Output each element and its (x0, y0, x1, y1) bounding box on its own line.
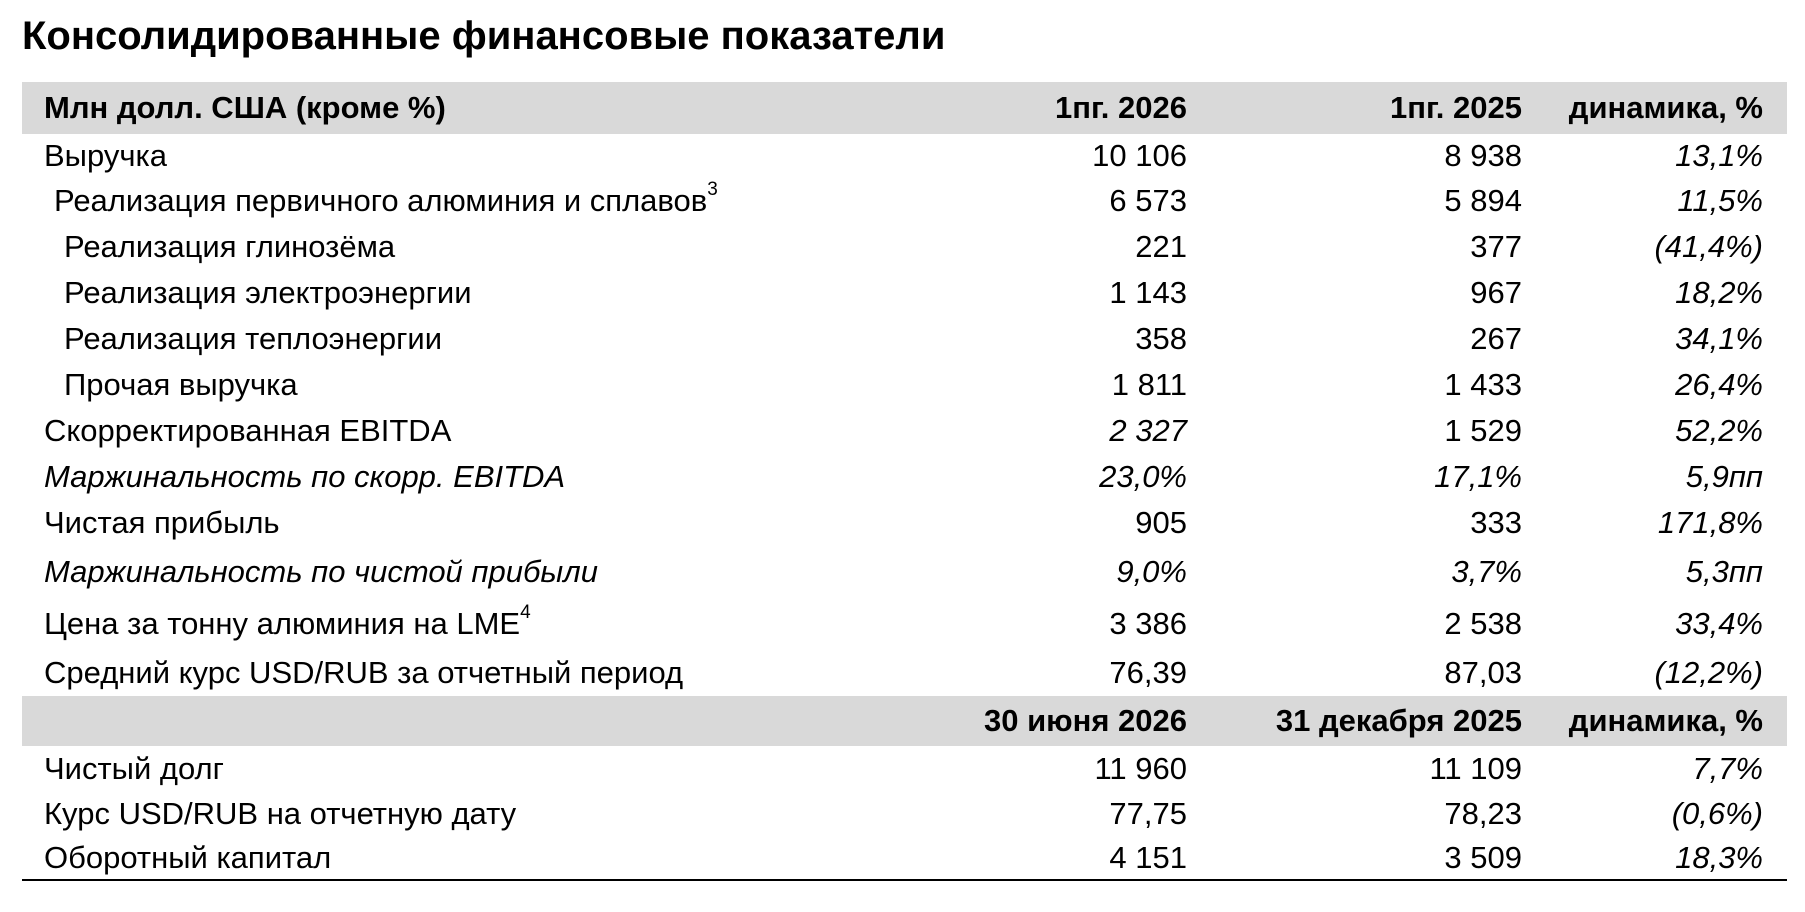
row-label: Реализация электроэнергии (64, 275, 472, 310)
row-change: 33,4% (1675, 606, 1763, 641)
row-change: 13,1% (1675, 138, 1763, 173)
row-change: (12,2%) (1654, 655, 1763, 690)
row-label: Маржинальность по чистой прибыли (44, 554, 598, 589)
table-row-revenue: Выручка 10 106 8 938 13,1% (22, 134, 1787, 178)
row-value-previous: 17,1% (1434, 459, 1522, 494)
row-change: 34,1% (1675, 321, 1763, 356)
header-label: Млн долл. США (кроме %) (44, 90, 446, 125)
table-row-other-revenue: Прочая выручка 1 811 1 433 26,4% (22, 362, 1787, 408)
table-row-fx-rate-reporting-date: Курс USD/RUB на отчетную дату 77,75 78,2… (22, 792, 1787, 836)
row-value-previous: 3 509 (1197, 836, 1522, 881)
header-period-current: 1пг. 2026 (1055, 90, 1187, 125)
row-change: (41,4%) (1654, 229, 1763, 264)
row-value-current: 76,39 (1109, 655, 1187, 690)
row-change: 26,4% (1675, 367, 1763, 402)
table-row-net-debt: Чистый долг 11 960 11 109 7,7% (22, 746, 1787, 792)
row-label-text: Реализация первичного алюминия и сплавов (54, 183, 708, 218)
table-row-working-capital: Оборотный капитал 4 151 3 509 18,3% (22, 836, 1787, 881)
table-header-row: Млн долл. США (кроме %) 1пг. 2026 1пг. 2… (22, 82, 1787, 134)
row-value-current: 9,0% (1116, 554, 1187, 589)
row-label: Маржинальность по скорр. EBITDA (44, 459, 566, 494)
row-value-current: 2 327 (1109, 413, 1187, 448)
table-row-ebitda-margin: Маржинальность по скорр. EBITDA 23,0% 17… (22, 454, 1787, 500)
row-label: Средний курс USD/RUB за отчетный период (44, 655, 684, 690)
row-value-previous: 3,7% (1451, 554, 1522, 589)
row-value-previous: 267 (1470, 321, 1522, 356)
row-label: Реализация глинозёма (64, 229, 396, 264)
row-label: Чистый долг (44, 751, 224, 786)
row-value-previous: 78,23 (1444, 796, 1522, 831)
row-label: Выручка (44, 138, 167, 173)
document-title: Консолидированные финансовые показатели (22, 14, 946, 58)
footnote-marker: 3 (707, 179, 718, 200)
row-change: 5,9пп (1685, 459, 1763, 494)
footnote-marker: 4 (520, 602, 531, 623)
row-label-text: Цена за тонну алюминия на LME (44, 606, 521, 641)
row-value-current: 3 386 (1109, 606, 1187, 641)
row-value-previous: 333 (1470, 505, 1522, 540)
row-change: 171,8% (1657, 505, 1763, 540)
row-change: 7,7% (1692, 751, 1763, 786)
table-row-net-margin: Маржинальность по чистой прибыли 9,0% 3,… (22, 546, 1787, 598)
table-row-aluminium-sales: Реализация первичного алюминия и сплавов… (22, 178, 1787, 224)
row-value-current: 358 (1135, 321, 1187, 356)
row-label: Прочая выручка (64, 367, 298, 402)
row-value-previous: 11 109 (1429, 751, 1522, 786)
table-row-adjusted-ebitda: Скорректированная EBITDA 2 327 1 529 52,… (22, 408, 1787, 454)
row-value-previous: 1 529 (1444, 413, 1522, 448)
row-value-previous: 87,03 (1444, 655, 1522, 690)
row-label: Оборотный капитал (22, 836, 857, 881)
row-value-current: 6 573 (1109, 183, 1187, 218)
table-row-electricity-sales: Реализация электроэнергии 1 143 967 18,2… (22, 270, 1787, 316)
row-value-current: 77,75 (1109, 796, 1187, 831)
row-value-current: 905 (1135, 505, 1187, 540)
header-change: динамика, % (1568, 90, 1763, 125)
row-change: 11,5% (1677, 183, 1763, 218)
row-value-previous: 967 (1470, 275, 1522, 310)
row-value-previous: 5 894 (1444, 183, 1522, 218)
row-value-current: 1 143 (1109, 275, 1187, 310)
row-change: (0,6%) (1671, 796, 1763, 831)
table-header-row-balance: 30 июня 2026 31 декабря 2025 динамика, % (22, 696, 1787, 746)
row-value-current: 1 811 (1111, 367, 1187, 402)
row-value-current: 23,0% (1099, 459, 1187, 494)
row-label: Реализация первичного алюминия и сплавов… (22, 178, 857, 224)
table-row-net-income: Чистая прибыль 905 333 171,8% (22, 500, 1787, 546)
row-label: Чистая прибыль (44, 505, 280, 540)
row-value-previous: 2 538 (1444, 606, 1522, 641)
table-row-lme-price: Цена за тонну алюминия на LME4 3 386 2 5… (22, 598, 1787, 650)
row-value-current: 221 (1135, 229, 1187, 264)
row-change: 52,2% (1675, 413, 1763, 448)
row-value-previous: 1 433 (1444, 367, 1522, 402)
header-period-previous: 1пг. 2025 (1390, 90, 1522, 125)
financial-table: Млн долл. США (кроме %) 1пг. 2026 1пг. 2… (22, 82, 1787, 881)
table-row-average-fx-rate: Средний курс USD/RUB за отчетный период … (22, 650, 1787, 696)
row-label: Цена за тонну алюминия на LME4 (22, 598, 857, 650)
row-change: 18,2% (1675, 275, 1763, 310)
row-value-previous: 377 (1470, 229, 1522, 264)
row-value-current: 4 151 (857, 836, 1197, 881)
row-change: 18,3% (1522, 836, 1787, 881)
row-label: Курс USD/RUB на отчетную дату (44, 796, 517, 831)
row-value-current: 10 106 (1092, 138, 1187, 173)
table-row-heat-sales: Реализация теплоэнергии 358 267 34,1% (22, 316, 1787, 362)
table-row-alumina-sales: Реализация глинозёма 221 377 (41,4%) (22, 224, 1787, 270)
header-date-current: 30 июня 2026 (983, 703, 1187, 738)
header-label (22, 696, 857, 746)
row-label: Скорректированная EBITDA (44, 413, 452, 448)
row-value-previous: 8 938 (1444, 138, 1522, 173)
row-label: Реализация теплоэнергии (64, 321, 443, 356)
header-change: динамика, % (1568, 703, 1763, 738)
header-date-previous: 31 декабря 2025 (1275, 703, 1522, 738)
row-value-current: 11 960 (1094, 751, 1187, 786)
row-change: 5,3пп (1685, 554, 1763, 589)
